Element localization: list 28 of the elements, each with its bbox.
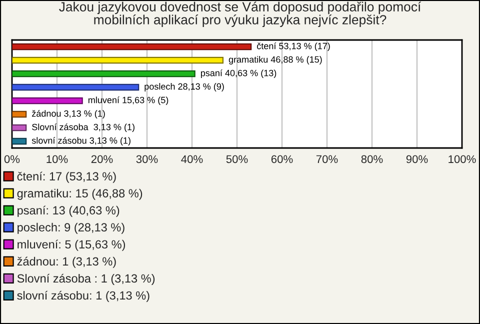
x-tick-label: 30% <box>136 155 158 164</box>
data-label: mluvení 15,63 % (5) <box>88 96 168 106</box>
x-tick-label: 100% <box>448 155 476 164</box>
data-label: gramatiku 46,88 % (15) <box>228 56 322 64</box>
x-tick-label: 70% <box>316 155 338 164</box>
data-label: psaní 40,63 % (13) <box>200 69 276 78</box>
legend-label: Slovní zásoba : 1 (3,13 %) <box>17 274 155 285</box>
data-label: slovní zásobu 3,13 % (1) <box>32 136 130 146</box>
x-tick-label: 40% <box>181 155 203 164</box>
x-tick-label: 60% <box>271 155 293 164</box>
legend-label: psaní: 13 (40,63 %) <box>18 206 120 217</box>
x-tick-label: 90% <box>406 155 428 164</box>
x-tick-label: 20% <box>91 155 113 164</box>
legend-label: slovní zásobu: 1 (3,13 %) <box>17 290 150 302</box>
data-label: Slovní zásoba 3,13 % (1) <box>32 123 134 132</box>
x-tick-label: 80% <box>361 155 383 164</box>
legend-label: mluvení: 5 (15,63 %) <box>18 240 126 251</box>
x-tick-label: 50% <box>226 155 248 164</box>
data-label: poslech 28,13 % (9) <box>144 83 224 92</box>
data-label: žádnou 3,13 % (1) <box>32 110 105 119</box>
x-tick-label: 10% <box>46 155 68 164</box>
chart-title: Jakou jazykovou dovednost se Vám doposud podařilo pomocí mobilních aplikací pro výuku jazyka nejvíc zlepšit? <box>59 2 422 28</box>
legend-label: žádnou: 1 (3,13 %) <box>17 256 116 268</box>
data-label: čtení 53,13 % (17) <box>257 42 330 52</box>
legend-label: gramatiku: 15 (46,88 %) <box>17 188 142 200</box>
x-tick-label: 0% <box>4 155 20 164</box>
legend-label: poslech: 9 (28,13 %) <box>18 222 124 234</box>
legend-label: čtení: 17 (53,13 %) <box>17 172 116 183</box>
